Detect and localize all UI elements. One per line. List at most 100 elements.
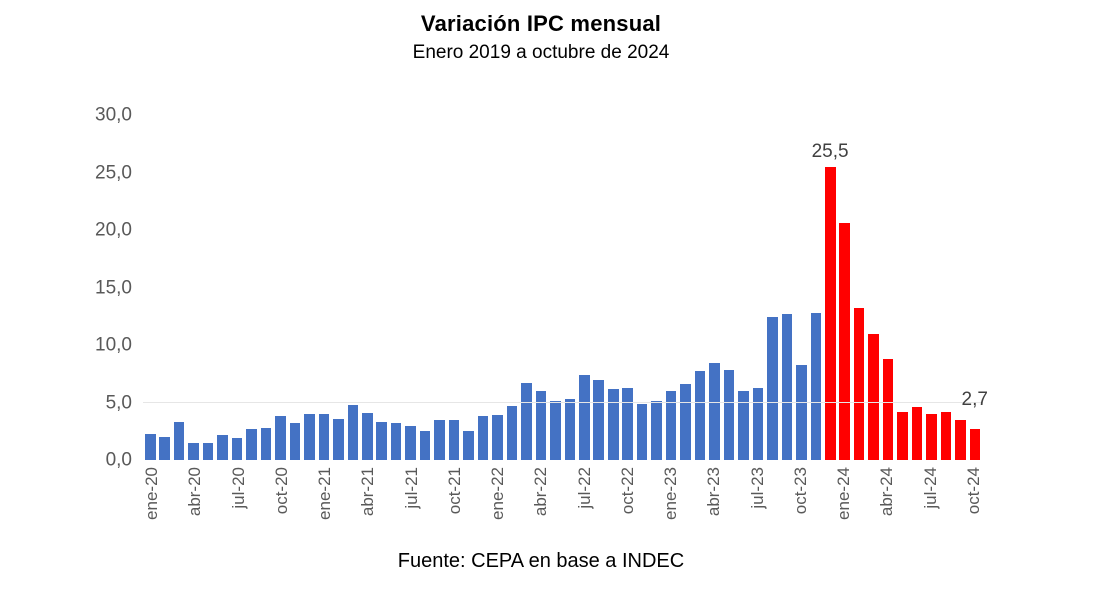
source-caption: Fuente: CEPA en base a INDEC — [397, 550, 685, 572]
bar-slot — [389, 115, 403, 460]
y-axis: 0,0 5,0 10,0 15,0 20,0 25,0 30,0 — [40, 106, 132, 470]
x-tick-label-abr-23: abr-23 — [704, 467, 724, 517]
bar-slot — [505, 115, 519, 460]
x-tick-slot — [908, 467, 921, 543]
bar-slot — [809, 115, 823, 460]
bar-slot — [939, 115, 953, 460]
bar-dic-23 — [824, 166, 836, 460]
bar-slot — [910, 115, 924, 460]
bar-may-22 — [550, 401, 561, 460]
bar-slot — [751, 115, 765, 460]
x-tick-slot — [562, 467, 575, 543]
data-label-oct-24: 2,7 — [961, 388, 988, 410]
x-tick-slot — [636, 467, 649, 543]
bar-nov-22 — [636, 403, 648, 460]
x-tick-slot: ene-21 — [315, 467, 334, 543]
x-tick-label-jul-23: jul-23 — [747, 467, 767, 509]
x-tick-slot — [420, 467, 433, 543]
bar-slot — [418, 115, 432, 460]
x-tick-label-oct-21: oct-21 — [444, 467, 464, 515]
x-tick-label-ene-22: ene-22 — [488, 467, 507, 520]
bar-slot — [895, 115, 909, 460]
bar-abr-20 — [188, 442, 199, 460]
bar-jun-21 — [390, 423, 402, 460]
chart-subtitle: Enero 2019 a octubre de 2024 — [412, 42, 670, 63]
bar-slot — [664, 115, 678, 460]
bar-slot — [620, 115, 634, 460]
bar-slot — [577, 115, 591, 460]
data-label-dic-23: 25,5 — [811, 140, 849, 162]
bar-ago-22 — [593, 379, 605, 460]
bar-slot — [447, 115, 461, 460]
x-tick-slot: ene-20 — [142, 467, 161, 543]
bar-slot — [548, 115, 562, 460]
bar-mar-22 — [521, 382, 532, 460]
bar-feb-23 — [680, 384, 691, 460]
bar-nov-21 — [463, 431, 474, 460]
bar-slot — [953, 115, 967, 460]
x-tick-slot: ene-22 — [488, 467, 507, 543]
x-tick-label-oct-22: oct-22 — [617, 467, 637, 515]
bar-slot — [866, 115, 880, 460]
bar-ene-23 — [665, 391, 677, 460]
bar-feb-20 — [159, 437, 170, 460]
x-tick-label-oct-24: oct-24 — [963, 467, 983, 515]
bar-jul-24 — [926, 414, 937, 460]
x-tick-slot — [779, 467, 792, 543]
bar-abr-21 — [361, 412, 373, 460]
bar-slot — [215, 115, 229, 460]
x-tick-slot — [247, 467, 260, 543]
bar-slot — [259, 115, 273, 460]
x-tick-slot: oct-22 — [617, 467, 637, 543]
x-tick-label-ene-20: ene-20 — [142, 467, 161, 520]
x-tick-slot — [290, 467, 303, 543]
bar-may-23 — [723, 370, 735, 460]
bar-slot — [968, 115, 982, 460]
x-axis: ene-20 abr-20 jul-20 oct-20 ene-21 abr-21 jul-… — [142, 467, 983, 543]
plot-area: 25,5 2,7 — [143, 115, 988, 460]
bar-slot — [360, 115, 374, 460]
bar-slot — [201, 115, 215, 460]
x-tick-slot: jul-22 — [575, 467, 594, 543]
bar-slot — [765, 115, 779, 460]
bar-slot — [244, 115, 258, 460]
x-tick-slot — [852, 467, 865, 543]
x-tick-slot — [376, 467, 389, 543]
bar-sep-22 — [607, 388, 619, 460]
bar-may-21 — [376, 422, 387, 460]
x-tick-slot: oct-24 — [963, 467, 983, 543]
x-tick-slot — [952, 467, 965, 543]
x-tick-slot — [333, 467, 346, 543]
bar-slot — [288, 115, 302, 460]
x-tick-slot: ene-23 — [661, 467, 680, 543]
x-tick-label-abr-24: abr-24 — [877, 467, 897, 517]
x-tick-slot — [939, 467, 952, 543]
bar-sep-23 — [781, 313, 793, 460]
x-tick-slot — [895, 467, 908, 543]
bar-may-20 — [202, 442, 214, 460]
x-tick-slot: abr-21 — [358, 467, 377, 543]
bar-nov-23 — [810, 312, 822, 460]
bar-slot — [707, 115, 721, 460]
y-tick-label: 5,0 — [105, 392, 132, 413]
bar-dic-22 — [651, 401, 662, 460]
x-tick-slot — [433, 467, 446, 543]
bar-mar-20 — [173, 422, 185, 460]
bar-abr-22 — [535, 391, 547, 460]
bar-slot — [881, 115, 895, 460]
x-tick-label-ene-23: ene-23 — [661, 467, 680, 520]
y-tick-label: 0,0 — [105, 449, 132, 471]
bar-slot — [519, 115, 533, 460]
bar-slot — [780, 115, 794, 460]
bar-slot — [143, 115, 157, 460]
bar-oct-21 — [448, 419, 460, 460]
bar-jun-20 — [217, 434, 228, 460]
x-tick-slot — [606, 467, 619, 543]
x-tick-slot — [549, 467, 562, 543]
x-tick-label-jul-20: jul-20 — [228, 467, 248, 509]
bar-jun-24 — [911, 407, 923, 460]
bar-slot — [838, 115, 852, 460]
bar-ago-23 — [767, 317, 778, 460]
bar-slot — [693, 115, 707, 460]
bar-slot — [722, 115, 736, 460]
